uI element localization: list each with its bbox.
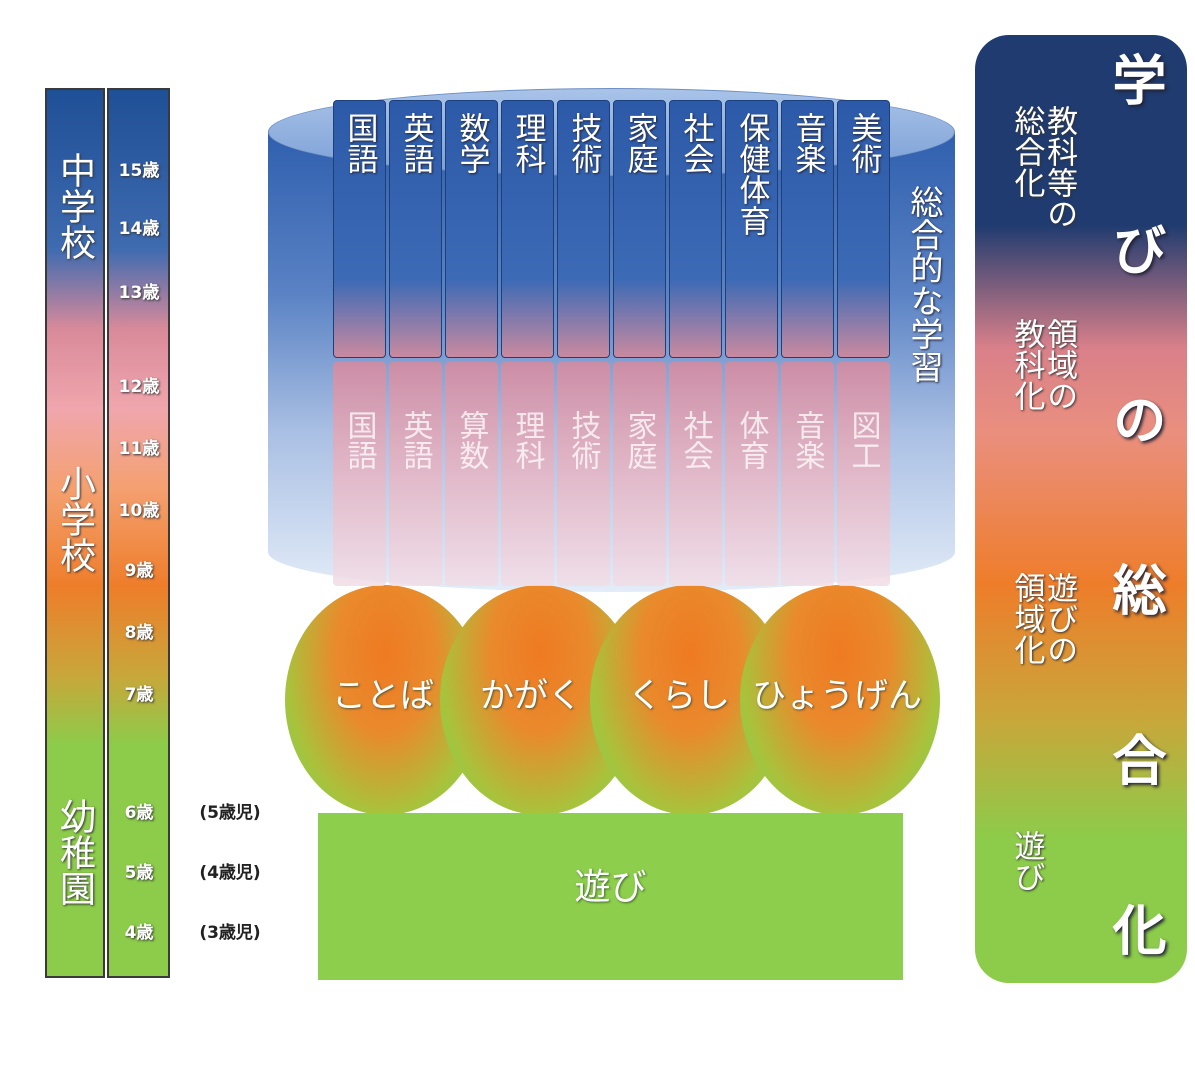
side-panel xyxy=(975,35,1187,983)
elementary-column xyxy=(333,362,386,586)
junior-column xyxy=(669,100,722,358)
level-bar xyxy=(45,88,105,978)
junior-subject: 家庭 xyxy=(621,112,658,174)
kindergarten-age: (4歳児) xyxy=(199,863,261,883)
play-label: 遊び xyxy=(574,867,647,908)
age-bar xyxy=(107,88,170,978)
stage: 遊び xyxy=(1008,830,1045,892)
elementary-column xyxy=(669,362,722,586)
junior-column xyxy=(613,100,666,358)
school-level: 幼稚園 xyxy=(54,798,95,906)
junior-column xyxy=(501,100,554,358)
junior-column xyxy=(389,100,442,358)
school-level: 中学校 xyxy=(54,152,95,260)
junior-subject: 理科 xyxy=(509,112,546,174)
elementary-column xyxy=(557,362,610,586)
school-level: 小学校 xyxy=(54,465,95,573)
domain: くらし xyxy=(628,676,730,716)
elementary-subject: 英語 xyxy=(397,410,433,470)
elementary-subject: 算数 xyxy=(453,410,489,470)
integrated-study: 総合的な学習 xyxy=(905,185,944,383)
age-label: 7歳 xyxy=(124,685,154,705)
elementary-subject: 家庭 xyxy=(621,410,657,470)
page: {"school_levels":["中学校","小学校","幼稚園"], "a… xyxy=(45,35,1187,1072)
junior-subject: 保健体育 xyxy=(733,112,770,236)
age-label: 11歳 xyxy=(118,439,160,459)
domain: ひょうげん xyxy=(752,676,922,716)
kindergarten-age: (5歳児) xyxy=(199,803,261,823)
junior-subject: 社会 xyxy=(677,112,714,174)
age-label: 15歳 xyxy=(118,161,160,181)
junior-column xyxy=(837,100,890,358)
elementary-column xyxy=(613,362,666,586)
elementary-subject: 体育 xyxy=(733,410,769,470)
junior-subject: 音楽 xyxy=(789,112,826,174)
age-label: 13歳 xyxy=(118,283,160,303)
junior-column xyxy=(557,100,610,358)
junior-column xyxy=(781,100,834,358)
age-label: 12歳 xyxy=(118,377,160,397)
kindergarten-age: (3歳児) xyxy=(199,923,261,943)
age-label: 14歳 xyxy=(118,219,160,239)
junior-subject: 美術 xyxy=(845,112,882,174)
junior-column xyxy=(333,100,386,358)
elementary-column xyxy=(725,362,778,586)
stage: 遊びの 領域化 xyxy=(1008,572,1078,665)
elementary-subject: 理科 xyxy=(509,410,545,470)
elementary-subject: 国語 xyxy=(341,410,377,470)
stage: 領域の 教科化 xyxy=(1008,318,1078,411)
junior-subject: 英語 xyxy=(397,112,434,174)
age-label: 8歳 xyxy=(124,623,154,643)
junior-column xyxy=(445,100,498,358)
age-label: 10歳 xyxy=(118,501,160,521)
domain-blob xyxy=(740,585,940,815)
age-label: 9歳 xyxy=(124,561,154,581)
elementary-subject: 音楽 xyxy=(789,410,825,470)
elementary-subject: 図工 xyxy=(845,410,881,470)
panel-title: 学びの総合化 xyxy=(1103,52,1166,1072)
domain: かがく xyxy=(480,676,582,716)
junior-subject: 国語 xyxy=(341,112,378,174)
age-label: 6歳 xyxy=(124,803,154,823)
junior-column xyxy=(725,100,778,358)
stage: 教科等の 総合化 xyxy=(1008,105,1078,229)
elementary-column xyxy=(445,362,498,586)
play-box xyxy=(318,813,903,980)
elementary-subject: 技術 xyxy=(565,410,601,470)
elementary-column xyxy=(837,362,890,586)
junior-subject: 数学 xyxy=(453,112,490,174)
age-label: 5歳 xyxy=(124,863,154,883)
age-label: 4歳 xyxy=(124,923,154,943)
domain: ことば xyxy=(332,676,434,716)
junior-subject: 技術 xyxy=(565,112,602,174)
elementary-column xyxy=(501,362,554,586)
elementary-column xyxy=(781,362,834,586)
elementary-column xyxy=(389,362,442,586)
elementary-subject: 社会 xyxy=(677,410,713,470)
